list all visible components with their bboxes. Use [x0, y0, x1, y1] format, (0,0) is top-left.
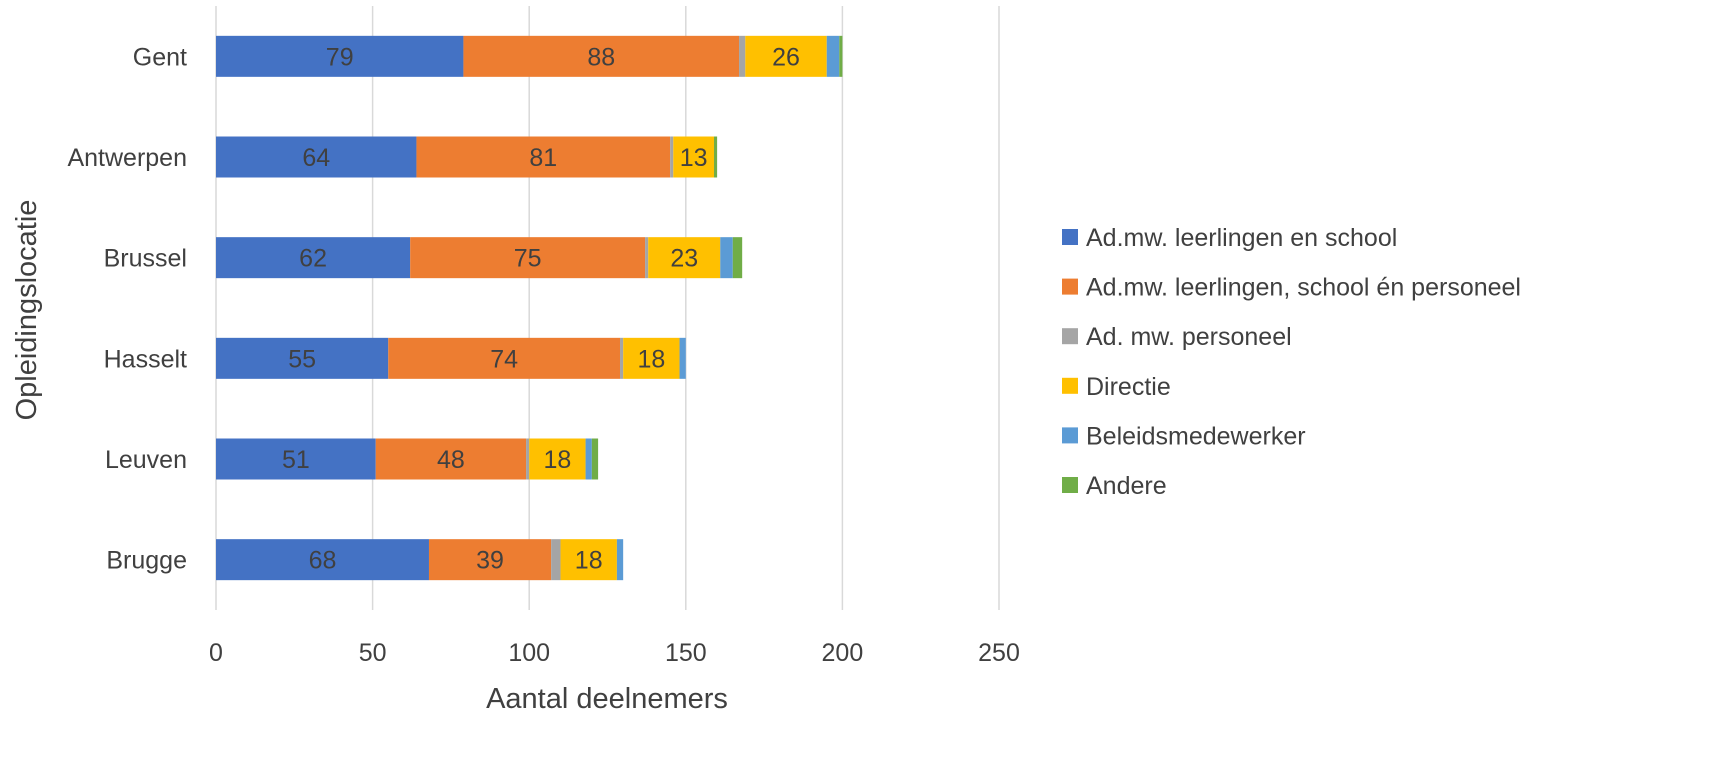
- legend-label: Directie: [1086, 373, 1171, 401]
- data-labels: 79 88 26 64 81 13 62 75 23 55 74 18 51 48 18 68 39 18: [282, 43, 800, 574]
- bar-segment: [216, 337, 389, 379]
- data-label: 51: [282, 446, 310, 474]
- data-label: 23: [670, 245, 698, 273]
- bar-segment: [551, 539, 561, 581]
- bar-segment: [648, 237, 721, 279]
- data-label: 64: [302, 144, 330, 172]
- bar-segment: [560, 539, 617, 581]
- category-label: Brugge: [106, 547, 187, 575]
- bar-segment: [679, 337, 686, 379]
- x-axis-ticks: 0 50 100 150 200 250: [209, 639, 1020, 667]
- x-tick-label: 100: [508, 639, 550, 667]
- legend-swatch: [1062, 477, 1078, 493]
- legend-label: Ad. mw. personeel: [1086, 323, 1292, 351]
- bar-segment: [732, 237, 743, 279]
- bar-segment: [410, 237, 646, 279]
- bar-segment: [526, 438, 530, 480]
- data-label: 18: [543, 446, 571, 474]
- data-label: 13: [680, 144, 708, 172]
- y-axis-categories: Gent Antwerpen Brussel Hasselt Leuven Brugge: [67, 43, 187, 574]
- data-label: 88: [587, 43, 615, 71]
- legend-swatch: [1062, 328, 1078, 345]
- data-label: 48: [437, 446, 465, 474]
- bar-segment: [739, 35, 746, 77]
- legend: Ad.mw. leerlingen en school Ad.mw. leerli…: [1062, 224, 1521, 500]
- bar-segment: [670, 136, 674, 178]
- data-label: 18: [637, 345, 665, 373]
- category-label: Antwerpen: [67, 144, 187, 172]
- data-label: 75: [514, 245, 542, 273]
- bar-segment: [463, 35, 740, 77]
- x-tick-label: 150: [665, 639, 707, 667]
- bar-segment: [216, 539, 429, 581]
- bar-segment: [620, 337, 624, 379]
- category-label: Leuven: [105, 446, 187, 474]
- legend-label: Andere: [1086, 472, 1167, 500]
- legend-label: Ad.mw. leerlingen, school én personeel: [1086, 274, 1521, 302]
- data-label: 26: [772, 43, 800, 71]
- bar-segment: [216, 438, 376, 480]
- legend-swatch: [1062, 377, 1078, 394]
- data-label: 81: [529, 144, 557, 172]
- bar-segment: [375, 438, 527, 480]
- legend-label: Ad.mw. leerlingen en school: [1086, 224, 1397, 252]
- x-tick-label: 50: [359, 639, 387, 667]
- data-label: 39: [476, 547, 504, 575]
- data-label: 62: [299, 245, 327, 273]
- data-label: 18: [575, 547, 603, 575]
- category-label: Brussel: [104, 245, 187, 273]
- bar-segment: [645, 237, 649, 279]
- bar-segment: [623, 337, 680, 379]
- bar-segment: [388, 337, 621, 379]
- legend-swatch: [1062, 427, 1078, 444]
- data-label: 55: [288, 345, 316, 373]
- bar-segment: [585, 438, 592, 480]
- bar-segment: [416, 136, 671, 178]
- x-tick-label: 250: [978, 639, 1020, 667]
- bar-segment: [839, 35, 843, 77]
- bar-segment: [428, 539, 552, 581]
- x-axis-title: Aantal deelnemers: [486, 683, 728, 715]
- bar-segment: [216, 136, 417, 178]
- category-label: Hasselt: [104, 345, 187, 373]
- data-label: 74: [490, 345, 518, 373]
- legend-swatch: [1062, 229, 1078, 245]
- bars: [216, 35, 843, 581]
- y-axis-title: Opleidingslocatie: [11, 200, 43, 421]
- legend-swatch: [1062, 278, 1078, 295]
- bar-segment: [745, 35, 827, 77]
- category-label: Gent: [133, 43, 187, 71]
- bar-segment: [216, 35, 464, 77]
- bar-segment: [826, 35, 840, 77]
- gridlines: [215, 6, 1000, 610]
- x-tick-label: 0: [209, 639, 223, 667]
- bar-segment: [591, 438, 599, 480]
- bar-segment: [713, 136, 718, 178]
- bar-segment: [216, 237, 411, 279]
- x-tick-label: 200: [822, 639, 864, 667]
- data-label: 68: [309, 547, 337, 575]
- bar-segment: [673, 136, 714, 178]
- bar-segment: [720, 237, 733, 279]
- bar-segment: [529, 438, 586, 480]
- legend-label: Beleidsmedewerker: [1086, 422, 1306, 450]
- data-label: 79: [326, 43, 354, 71]
- bar-segment: [616, 539, 624, 581]
